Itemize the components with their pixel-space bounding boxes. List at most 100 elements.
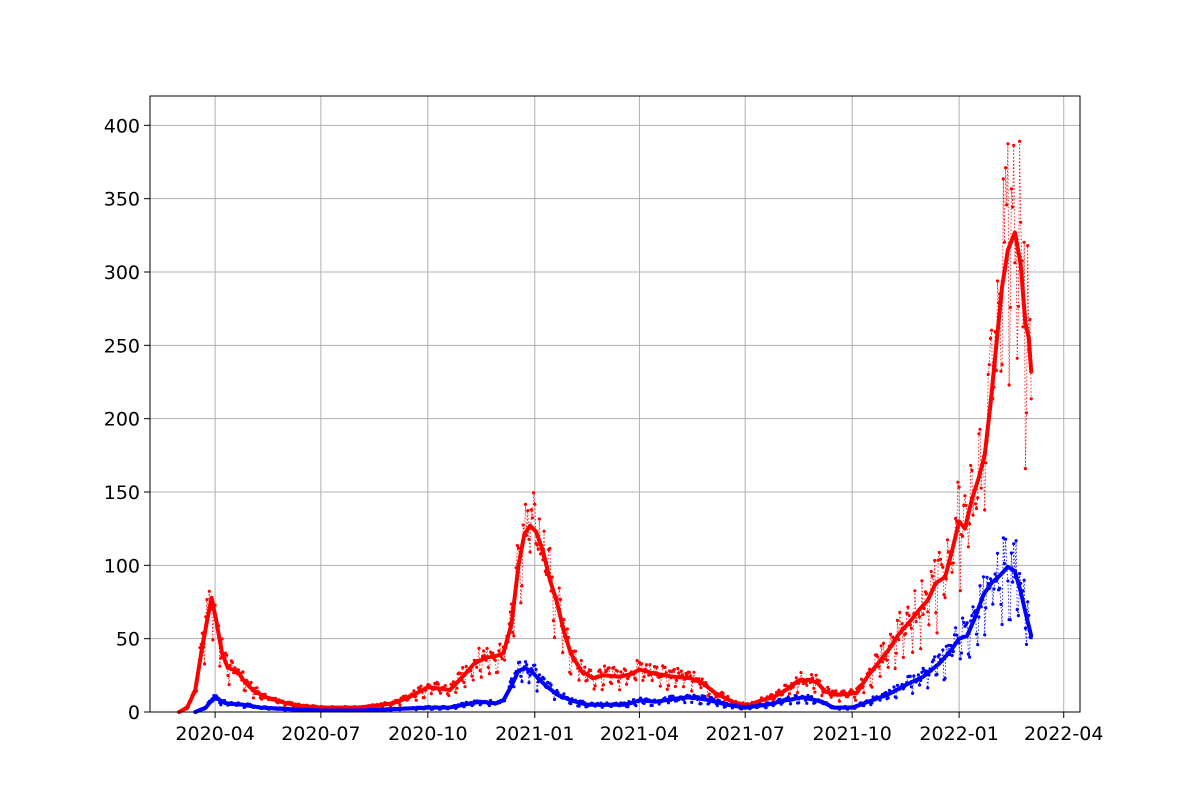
daily-point: [583, 665, 587, 669]
daily-point: [419, 684, 423, 688]
daily-point: [970, 614, 974, 618]
daily-point: [455, 686, 459, 690]
daily-point: [462, 680, 466, 685]
daily-point: [527, 681, 531, 685]
daily-point: [1026, 600, 1030, 604]
daily-point: [1008, 618, 1012, 622]
daily-point: [527, 537, 531, 541]
daily-point: [973, 502, 978, 506]
daily-point: [937, 550, 941, 555]
daily-point: [999, 369, 1003, 373]
daily-point: [886, 696, 890, 700]
daily-point: [535, 689, 539, 693]
daily-point: [805, 701, 809, 705]
daily-point: [1026, 244, 1030, 248]
daily-point: [805, 683, 809, 687]
daily-point: [422, 696, 426, 700]
y-axis: 0 50 100 150 200 250 300 350 400: [104, 115, 150, 724]
daily-point: [243, 689, 247, 693]
plot-frame: [149, 95, 1081, 713]
daily-point: [486, 665, 490, 669]
daily-point: [579, 659, 583, 663]
daily-point: [1024, 642, 1029, 647]
daily-point: [690, 700, 694, 705]
daily-point: [687, 670, 692, 675]
daily-point: [249, 680, 253, 685]
daily-point: [523, 660, 528, 664]
daily-point: [565, 627, 569, 631]
daily-point: [968, 522, 972, 526]
daily-point: [205, 598, 209, 602]
daily-point: [512, 634, 516, 638]
daily-point: [892, 685, 896, 689]
daily-point: [551, 619, 556, 623]
y-tick-label: 200: [104, 409, 140, 431]
daily-point: [549, 683, 553, 687]
daily-point: [894, 651, 898, 655]
daily-point: [799, 671, 803, 675]
daily-point: [993, 572, 997, 576]
daily-point: [463, 685, 467, 689]
daily-point: [523, 502, 528, 506]
x-tick-label: 2022-04: [1024, 723, 1103, 745]
daily-point: [947, 643, 951, 648]
daily-point: [616, 679, 621, 684]
daily-point: [879, 644, 883, 648]
daily-point: [477, 646, 481, 651]
daily-point: [794, 676, 798, 680]
daily-point: [479, 675, 483, 679]
daily-point: [935, 672, 939, 677]
daily-point: [602, 664, 607, 668]
daily-point: [721, 691, 725, 696]
daily-point: [607, 666, 611, 670]
daily-point: [911, 650, 915, 655]
daily-point: [251, 696, 256, 700]
daily-point: [881, 641, 886, 645]
daily-point: [916, 673, 921, 677]
daily-point: [834, 689, 838, 693]
daily-point: [854, 698, 858, 702]
daily-point: [644, 663, 649, 667]
daily-point: [1022, 240, 1026, 244]
daily-point: [940, 563, 944, 567]
daily-point: [592, 687, 596, 691]
daily-point: [941, 565, 945, 569]
series-layer: [177, 139, 1034, 714]
daily-point: [991, 602, 995, 606]
daily-point: [954, 516, 958, 521]
daily-point: [984, 606, 988, 610]
smoothed-line: [193, 564, 1034, 714]
daily-point: [1001, 177, 1005, 181]
daily-point: [665, 687, 669, 692]
daily-point: [820, 694, 824, 698]
x-tick-label: 2021-07: [706, 723, 785, 745]
daily-point: [589, 668, 593, 673]
daily-point: [912, 674, 916, 678]
daily-point: [498, 642, 502, 646]
daily-point: [520, 584, 524, 588]
y-tick-label: 350: [104, 189, 140, 211]
daily-point: [919, 647, 923, 651]
daily-point: [609, 681, 614, 686]
daily-point: [227, 683, 231, 687]
daily-point: [666, 684, 671, 688]
daily-point: [1006, 579, 1010, 583]
daily-point: [511, 630, 515, 635]
daily-point: [685, 673, 689, 677]
daily-point: [1023, 626, 1027, 630]
daily-point: [1028, 317, 1032, 322]
daily-point: [673, 684, 678, 689]
daily-point: [470, 674, 474, 678]
daily-point: [943, 596, 947, 600]
daily-point: [938, 557, 943, 561]
y-tick-label: 50: [116, 629, 140, 651]
daily-point: [650, 678, 654, 683]
daily-point: [625, 682, 629, 686]
daily-point: [1015, 356, 1019, 360]
daily-point: [827, 687, 831, 691]
daily-point: [988, 577, 993, 581]
daily-point: [987, 363, 991, 367]
daily-point: [497, 649, 501, 653]
daily-point: [904, 632, 908, 636]
daily-point: [518, 660, 522, 664]
